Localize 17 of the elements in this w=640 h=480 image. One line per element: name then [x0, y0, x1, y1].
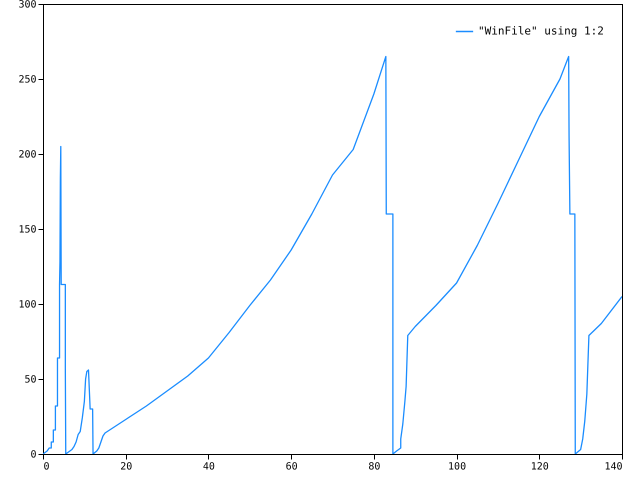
x-tick-label: 40	[202, 462, 215, 472]
y-tick-label: 0	[30, 450, 36, 460]
x-tick-label: 0	[44, 462, 50, 472]
x-tick-label: 100	[448, 462, 466, 472]
y-tick-label: 300	[18, 0, 36, 10]
y-tick-label: 100	[18, 300, 36, 310]
x-tick-label: 140	[604, 462, 622, 472]
y-tick-label: 50	[24, 374, 36, 386]
y-tick-label: 250	[18, 74, 36, 86]
x-tick-label: 60	[286, 462, 298, 472]
x-tick-label: 80	[368, 462, 380, 472]
x-tick-label: 120	[530, 462, 549, 472]
legend-label: "WinFile" using 1:2	[478, 24, 604, 38]
y-tick-label: 200	[18, 150, 36, 160]
line-series	[43, 56, 622, 454]
x-tick-label: 20	[120, 462, 132, 472]
y-tick-label: 150	[18, 224, 36, 236]
